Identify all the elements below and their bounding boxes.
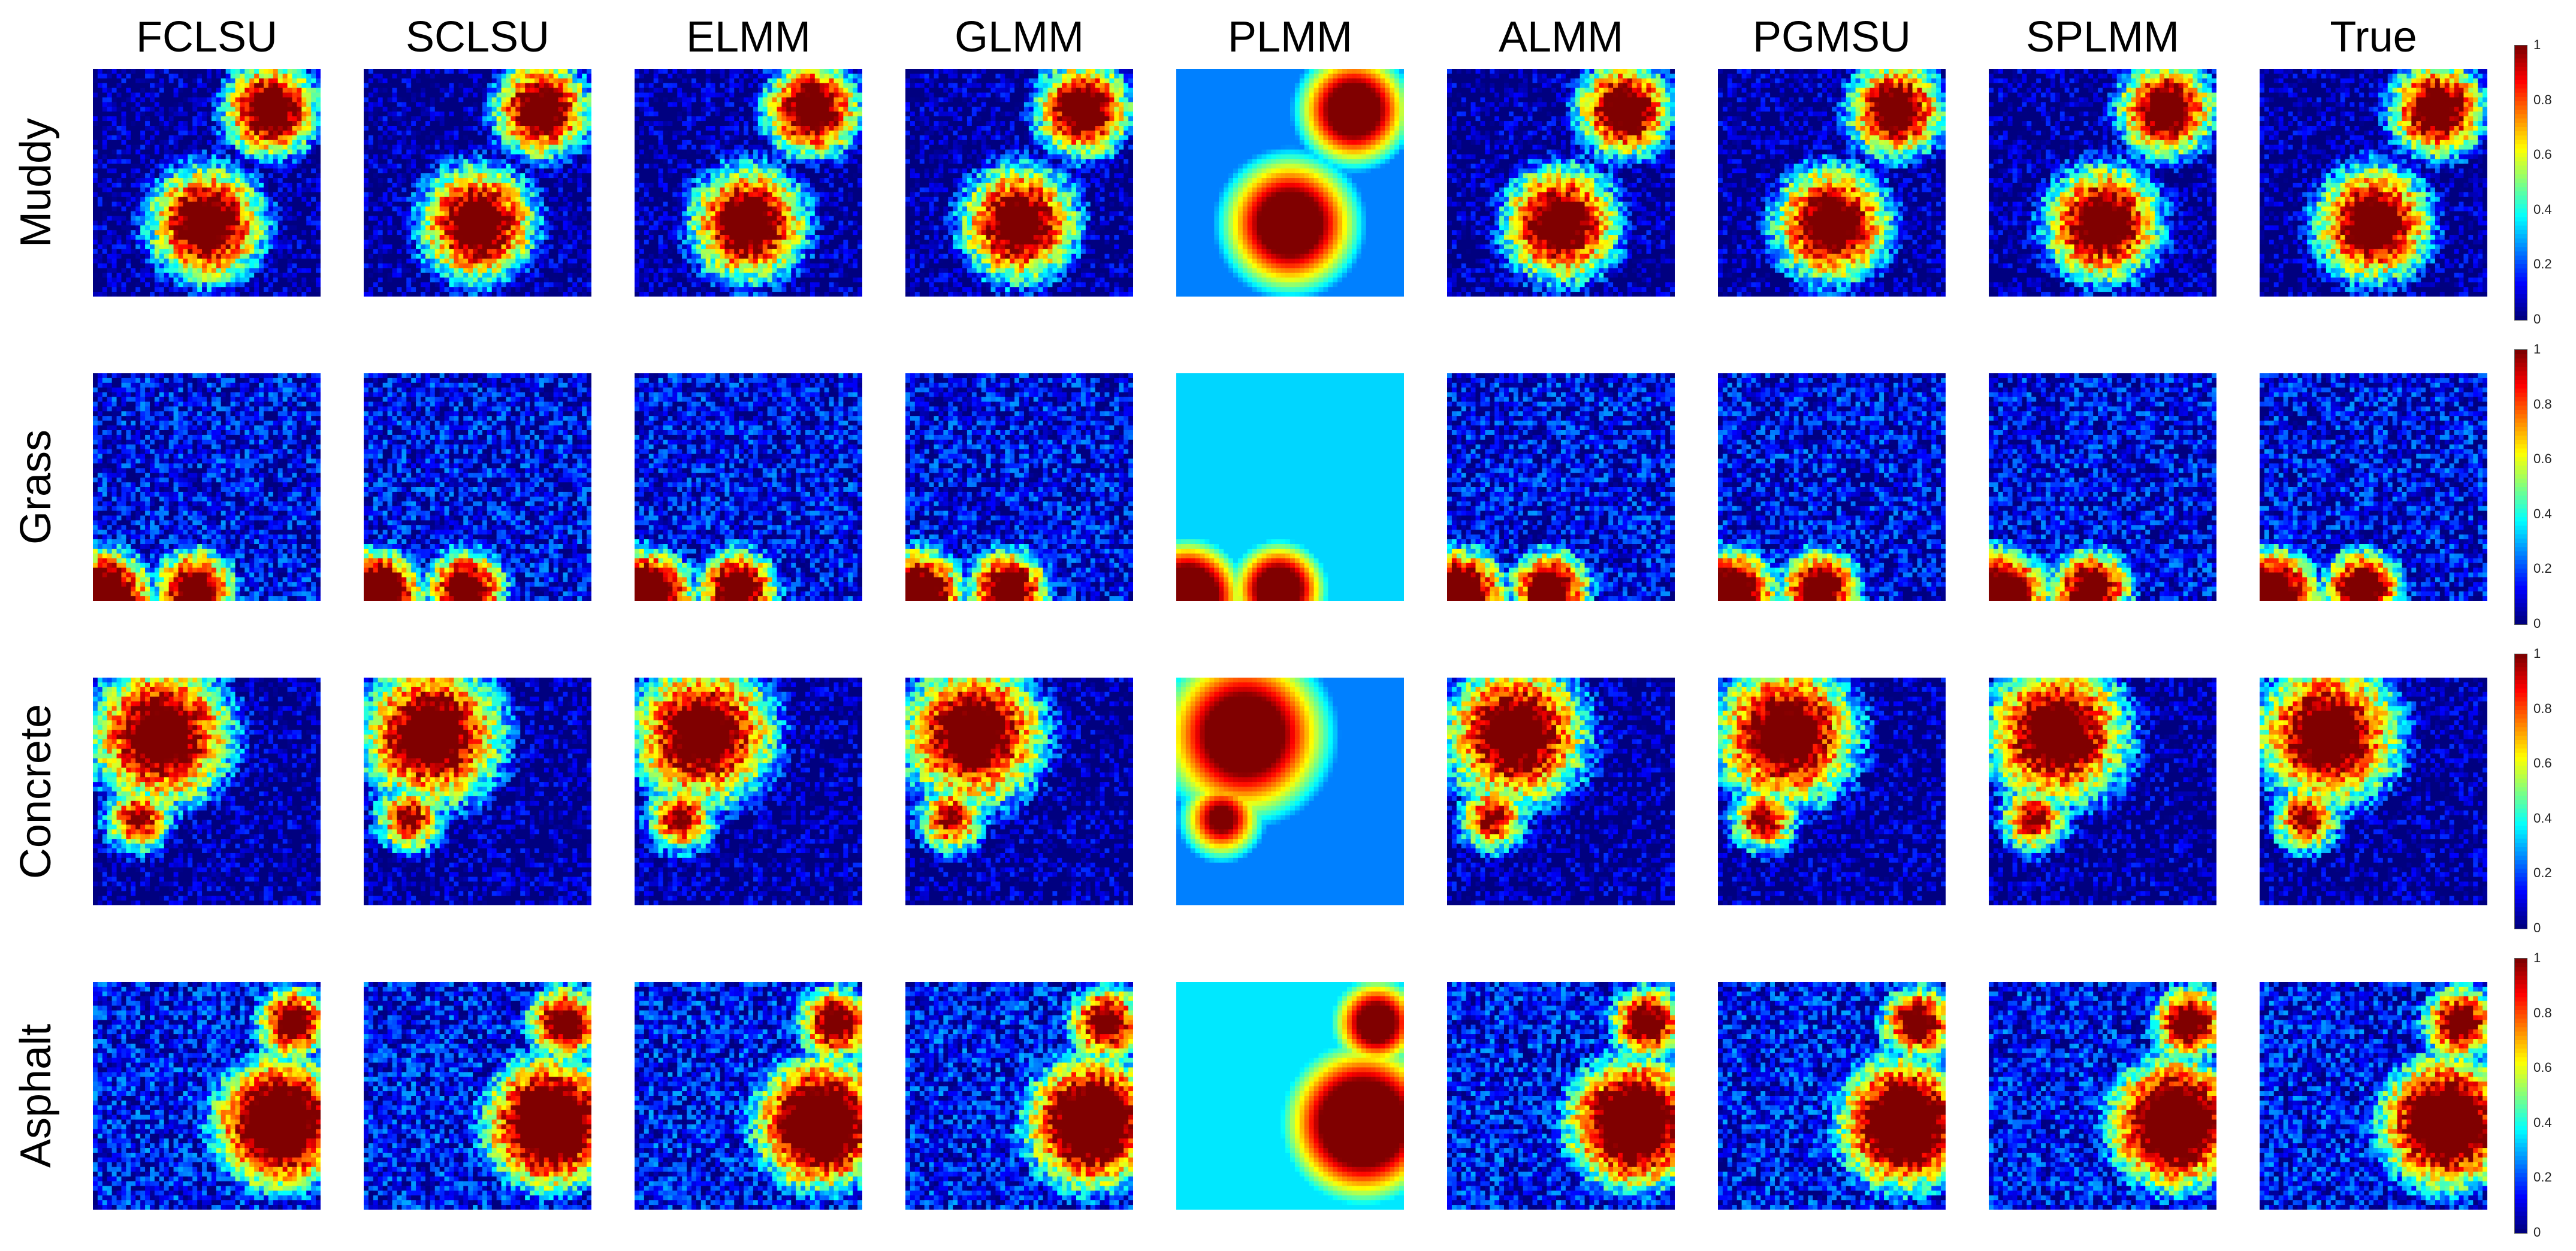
abundance-map-grass-splmm [1989, 373, 2216, 601]
column-title-almm: ALMM [1447, 7, 1675, 67]
abundance-map-concrete-plmm [1176, 678, 1404, 905]
column-title-splmm: SPLMM [1989, 7, 2216, 67]
abundance-map-concrete-elmm [635, 678, 862, 905]
colorbar-tick-label: 1 [2533, 951, 2541, 965]
colorbar-tick-label: 0.8 [2533, 93, 2552, 107]
colorbar-tick-label: 0 [2533, 617, 2541, 631]
abundance-map-asphalt-true [2260, 982, 2487, 1210]
abundance-map-concrete-splmm [1989, 678, 2216, 905]
colorbar-tick-label: 1 [2533, 646, 2541, 661]
row-label-muddy: Muddy [0, 69, 72, 297]
abundance-map-concrete-true [2260, 678, 2487, 905]
colorbar-tick-label: 0.2 [2533, 561, 2552, 576]
abundance-map-muddy-true [2260, 69, 2487, 297]
abundance-map-asphalt-elmm [635, 982, 862, 1210]
colorbar-tick-label: 0.6 [2533, 756, 2552, 770]
abundance-map-muddy-sclsu [364, 69, 591, 297]
abundance-map-grass-pgmsu [1718, 373, 1946, 601]
abundance-map-concrete-sclsu [364, 678, 591, 905]
column-title-plmm: PLMM [1176, 7, 1404, 67]
abundance-map-muddy-fclsu [93, 69, 321, 297]
row-label-grass: Grass [0, 373, 72, 601]
abundance-map-muddy-pgmsu [1718, 69, 1946, 297]
abundance-map-muddy-glmm [905, 69, 1133, 297]
abundance-map-asphalt-almm [1447, 982, 1675, 1210]
abundance-map-asphalt-splmm [1989, 982, 2216, 1210]
abundance-map-concrete-almm [1447, 678, 1675, 905]
row-label-asphalt: Asphalt [0, 982, 72, 1210]
colorbar-tick-label: 0.8 [2533, 397, 2552, 412]
colorbar-tick-label: 0.4 [2533, 203, 2552, 217]
abundance-map-concrete-pgmsu [1718, 678, 1946, 905]
column-title-elmm: ELMM [635, 7, 862, 67]
colorbar-asphalt [2514, 958, 2527, 1234]
colorbar-tick-label: 0 [2533, 921, 2541, 935]
colorbar-grass [2514, 349, 2527, 625]
colorbar-tick-label: 0 [2533, 312, 2541, 327]
colorbar-tick-label: 0 [2533, 1225, 2541, 1240]
colorbar-tick-label: 0.2 [2533, 1170, 2552, 1184]
abundance-map-grass-almm [1447, 373, 1675, 601]
abundance-map-concrete-fclsu [93, 678, 321, 905]
abundance-map-grass-fclsu [93, 373, 321, 601]
abundance-map-concrete-glmm [905, 678, 1133, 905]
abundance-map-asphalt-glmm [905, 982, 1133, 1210]
abundance-map-muddy-elmm [635, 69, 862, 297]
abundance-map-muddy-almm [1447, 69, 1675, 297]
colorbar-tick-label: 0.4 [2533, 1116, 2552, 1130]
colorbar-tick-label: 0.4 [2533, 507, 2552, 521]
column-title-sclsu: SCLSU [364, 7, 591, 67]
colorbar-tick-label: 0.8 [2533, 1006, 2552, 1020]
column-title-glmm: GLMM [905, 7, 1133, 67]
column-title-pgmsu: PGMSU [1718, 7, 1946, 67]
abundance-map-asphalt-plmm [1176, 982, 1404, 1210]
abundance-map-grass-plmm [1176, 373, 1404, 601]
abundance-map-grass-glmm [905, 373, 1133, 601]
colorbar-tick-label: 1 [2533, 342, 2541, 356]
abundance-map-asphalt-fclsu [93, 982, 321, 1210]
colorbar-muddy [2514, 45, 2527, 321]
colorbar-tick-label: 0.6 [2533, 147, 2552, 162]
colorbar-tick-label: 0.2 [2533, 866, 2552, 880]
colorbar-tick-label: 0.8 [2533, 702, 2552, 716]
colorbar-tick-label: 0.4 [2533, 811, 2552, 826]
abundance-map-asphalt-pgmsu [1718, 982, 1946, 1210]
column-title-fclsu: FCLSU [93, 7, 321, 67]
colorbar-tick-label: 1 [2533, 38, 2541, 52]
colorbar-tick-label: 0.6 [2533, 1060, 2552, 1075]
colorbar-tick-label: 0.6 [2533, 452, 2552, 466]
colorbar-concrete [2514, 654, 2527, 929]
row-label-concrete: Concrete [0, 678, 72, 905]
abundance-map-grass-true [2260, 373, 2487, 601]
abundance-map-muddy-plmm [1176, 69, 1404, 297]
abundance-map-grass-sclsu [364, 373, 591, 601]
abundance-map-asphalt-sclsu [364, 982, 591, 1210]
column-title-true: True [2260, 7, 2487, 67]
abundance-map-grass-elmm [635, 373, 862, 601]
colorbar-tick-label: 0.2 [2533, 257, 2552, 271]
abundance-map-muddy-splmm [1989, 69, 2216, 297]
